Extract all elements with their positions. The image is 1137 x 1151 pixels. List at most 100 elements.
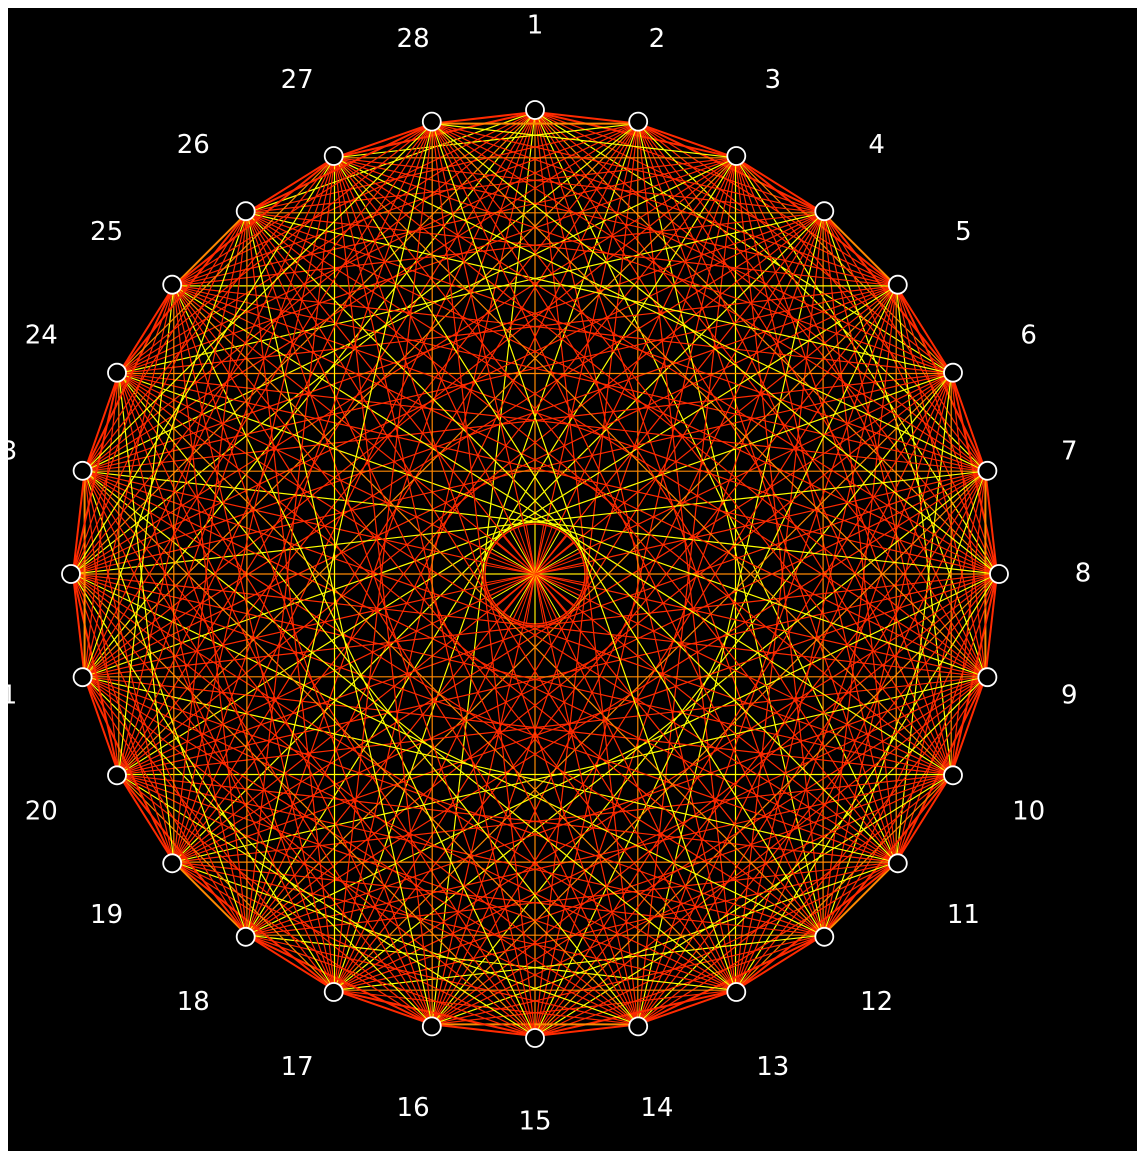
edge-7-24	[118, 372, 986, 472]
hub-spoke	[509, 530, 536, 575]
edge-13-22	[72, 573, 736, 991]
edge-9-22	[72, 573, 986, 678]
edge-5-10	[895, 285, 952, 775]
edge-12-23	[84, 470, 824, 936]
edge-20-26	[118, 212, 248, 775]
node-label-16: 16	[397, 1093, 430, 1123]
edge-11-16	[432, 861, 897, 1025]
edge-10-25	[173, 285, 952, 776]
node-label-15: 15	[518, 1107, 551, 1137]
edge-15-28	[431, 123, 536, 1037]
edge-10-19	[173, 773, 952, 863]
edge-19-21	[83, 676, 175, 863]
edge-12-28	[431, 123, 824, 936]
hub-spoke	[487, 556, 536, 575]
edge-4-5	[822, 212, 897, 287]
edge-10-13	[735, 774, 952, 991]
edge-9-26	[246, 212, 986, 678]
edge-26-28	[246, 122, 433, 214]
edge-1-18	[246, 111, 536, 936]
edge-14-18	[246, 934, 638, 1025]
edge-3-22	[72, 157, 736, 575]
edge-3-20	[118, 157, 736, 775]
edge-22-24	[72, 373, 120, 575]
node-16	[421, 1016, 442, 1037]
edge-12-22	[72, 573, 824, 936]
edge-2-17	[333, 123, 639, 991]
node-label-4: 4	[868, 130, 885, 160]
edge-19-28	[173, 123, 433, 863]
edge-14-23	[84, 470, 639, 1025]
edge-22-26	[72, 212, 248, 575]
edge-12-13	[734, 934, 824, 992]
edge-22-28	[72, 123, 433, 575]
hub-spoke	[491, 573, 536, 600]
edge-5-22	[72, 285, 897, 575]
node-label-19: 19	[90, 900, 123, 930]
edge-7-20	[118, 470, 986, 776]
edge-15-19	[173, 861, 536, 1037]
node-10	[943, 765, 963, 786]
edge-24-27	[118, 157, 335, 374]
node-label-13: 13	[756, 1052, 789, 1082]
edge-5-20	[118, 285, 897, 776]
edge-20-25	[118, 285, 175, 775]
edge-13-24	[118, 373, 736, 991]
edge-8-11	[895, 573, 998, 863]
node-label-18: 18	[177, 987, 210, 1017]
edge-9-10	[950, 676, 987, 775]
edge-22-23	[72, 471, 86, 575]
edge-1-6	[534, 111, 952, 375]
edge-2-3	[637, 122, 736, 159]
edge-21-24	[84, 373, 120, 677]
edge-1-10	[534, 111, 952, 775]
hub-spoke	[491, 548, 536, 575]
edge-8-27	[334, 157, 998, 575]
node-label-14: 14	[640, 1093, 673, 1123]
edge-23-27	[84, 157, 335, 472]
edge-27-28	[334, 122, 433, 159]
edge-10-15	[534, 773, 952, 1037]
hub-spoke	[509, 573, 536, 618]
edge-12-20	[118, 773, 824, 936]
edge-9-27	[334, 157, 986, 678]
edge-7-12	[822, 471, 986, 936]
edge-8-26	[246, 212, 998, 575]
edge-4-7	[822, 212, 986, 472]
hub-spoke	[517, 573, 536, 622]
edge-7-28	[431, 123, 986, 472]
edge-10-11	[895, 773, 953, 863]
edge-9-24	[118, 372, 986, 678]
hub-spoke	[534, 573, 574, 607]
edge-17-28	[333, 123, 433, 991]
edge-9-28	[431, 123, 986, 678]
edge-13-18	[246, 934, 736, 991]
node-label-24: 24	[25, 321, 58, 351]
edge-4-19	[173, 212, 824, 863]
center-hub	[484, 523, 586, 625]
node-label-23: 23	[8, 437, 17, 467]
node-15	[525, 1028, 545, 1048]
edge-12-17	[334, 934, 824, 991]
edge-15-25	[173, 285, 536, 1037]
edge-22-27	[72, 157, 336, 575]
hub-spoke	[534, 573, 579, 600]
edge-11-27	[334, 157, 897, 863]
edge-18-19	[173, 861, 248, 936]
hub-spoke	[496, 541, 536, 575]
edge-17-26	[246, 212, 336, 991]
hub-spoke	[502, 535, 536, 575]
edge-13-26	[246, 212, 737, 991]
edge-1-24	[118, 111, 536, 375]
edge-19-22	[72, 573, 175, 863]
edge-15-18	[246, 934, 536, 1037]
edge-16-26	[246, 212, 433, 1025]
hub-spoke	[534, 556, 583, 575]
edge-18-23	[84, 471, 248, 936]
edge-20-21	[83, 676, 120, 775]
edge-8-24	[118, 372, 998, 575]
node-label-layer: 1234567891011121314151617181920212223242…	[8, 11, 1091, 1137]
node-label-8: 8	[1075, 559, 1092, 589]
edge-1-4	[534, 111, 824, 214]
edge-11-26	[246, 212, 897, 863]
